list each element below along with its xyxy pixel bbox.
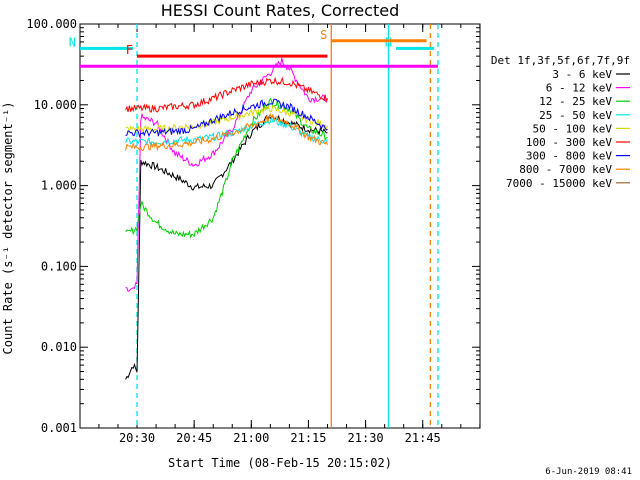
y-tick-label: 10.000 [34,98,77,112]
legend-entry-label: 3 - 6 keV [552,68,612,81]
state-bar-label: S [320,28,327,42]
x-axis-label: Start Time (08-Feb-15 20:15:02) [168,456,392,470]
series-line [125,76,328,113]
y-tick-label: 1.000 [41,179,77,193]
state-bar-label: F [126,43,133,57]
x-tick-label: 20:45 [176,431,212,445]
x-tick-label: 21:15 [290,431,326,445]
legend-entry-label: 6 - 12 keV [546,82,613,95]
x-tick-label: 21:30 [348,431,384,445]
legend-entry-label: 100 - 300 keV [526,136,612,149]
legend-entry-label: 300 - 800 keV [526,150,612,163]
legend-entry-label: 800 - 7000 keV [519,163,612,176]
plot-frame [79,23,481,429]
legend-entry-label: 12 - 25 keV [539,95,612,108]
legend-entry-label: 50 - 100 keV [533,122,613,135]
series-line [125,98,328,139]
series-line [125,114,328,380]
legend-entry-label: 7000 - 15000 keV [506,177,612,190]
y-tick-label: 0.001 [41,421,77,435]
timestamp-label: 6-Jun-2019 08:41 [545,467,632,477]
legend-entry-label: 25 - 50 keV [539,109,612,122]
x-tick-label: 20:30 [119,431,155,445]
y-tick-label: 0.010 [41,340,77,354]
series-line [125,105,328,134]
x-tick-label: 21:45 [405,431,441,445]
series-line [125,112,328,152]
legend-title: Det 1f,3f,5f,6f,7f,9f [491,54,630,67]
y-tick-label: 0.100 [41,259,77,273]
state-bar-label: N [69,35,76,49]
plot-area: 0.001 0.010 0.100 1.000 10.000 100.000 20:30 20… [26,17,481,445]
y-tick-label: 100.000 [26,17,77,31]
y-axis-label: Count Rate (s⁻¹ detector segment⁻¹) [1,102,15,355]
x-tick-label: 21:00 [233,431,269,445]
state-bar-label: N [385,35,392,49]
chart-title: HESSI Count Rates, Corrected [161,1,399,20]
